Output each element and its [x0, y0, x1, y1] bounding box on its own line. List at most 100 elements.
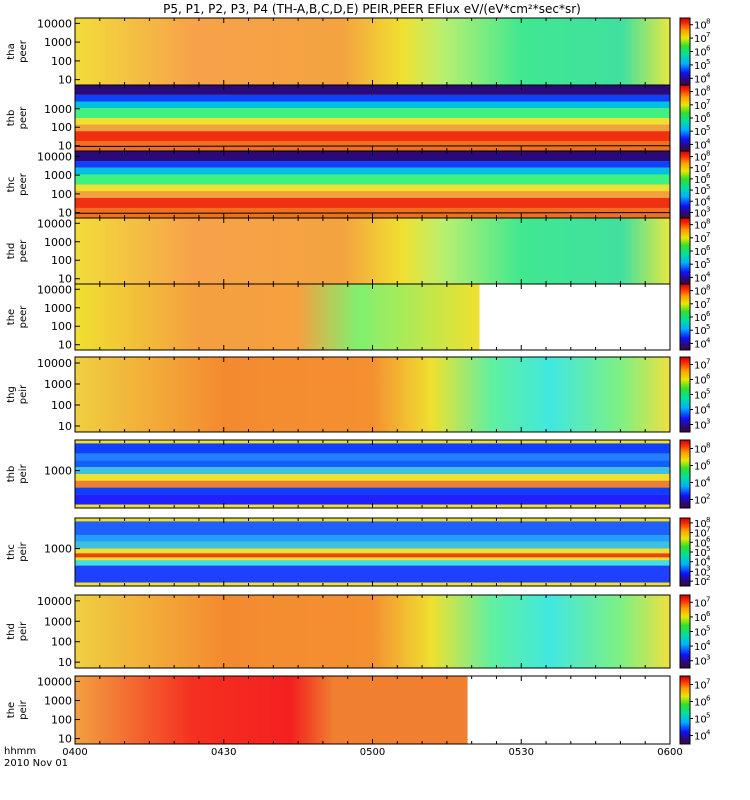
spectrogram-band — [75, 560, 670, 566]
colorbar-tick-label: 10 — [694, 48, 707, 59]
colorbar-tick-exponent: 3 — [706, 564, 710, 572]
y-tick-label: 10 — [58, 273, 72, 286]
spectrogram-band — [75, 535, 670, 542]
spectrogram-band — [75, 94, 670, 102]
colorbar-tick-label: 10 — [694, 519, 707, 530]
colorbar-tick-label: 10 — [694, 577, 707, 588]
y-tick-label: 1000 — [44, 36, 72, 49]
colorbar-tick-exponent: 8 — [706, 150, 710, 158]
colorbar-tick-exponent: 7 — [706, 297, 710, 305]
colorbar-tick-exponent: 4 — [706, 71, 711, 79]
colorbar-tick-exponent: 7 — [706, 358, 710, 366]
colorbar-tick-label: 10 — [694, 34, 707, 45]
spectrogram-band — [75, 460, 670, 468]
colorbar-tick-exponent: 7 — [706, 231, 710, 239]
y-tick-label: 1000 — [44, 615, 72, 628]
spectrogram-band — [75, 494, 670, 505]
colorbar — [679, 356, 691, 433]
colorbar-tick-exponent: 2 — [706, 493, 710, 501]
colorbar-tick-label: 10 — [694, 164, 707, 175]
y-tick-label: 10 — [58, 420, 72, 433]
colorbar-tick-label: 10 — [694, 657, 707, 668]
colorbar-tick-label: 10 — [694, 391, 707, 402]
colorbar-tick-exponent: 5 — [706, 124, 710, 132]
spectrogram-band — [75, 467, 670, 474]
colorbar-tick-label: 10 — [694, 140, 707, 151]
panel-probe-label: thd — [6, 243, 17, 260]
y-tick-label: 1000 — [44, 465, 72, 478]
colorbar-tick-exponent: 8 — [706, 442, 710, 450]
panel-type-label: peer — [18, 172, 29, 196]
colorbar-tick-label: 10 — [694, 567, 707, 578]
y-tick-label: 10000 — [37, 217, 72, 230]
x-axis-label: hhmm — [4, 746, 36, 757]
colorbar — [679, 84, 691, 152]
y-tick-label: 1000 — [44, 378, 72, 391]
colorbar — [679, 594, 691, 669]
colorbar-tick-label: 10 — [694, 445, 707, 456]
colorbar-tick-exponent: 6 — [706, 310, 711, 318]
colorbar-tick-label: 10 — [694, 247, 707, 258]
colorbar-tick-label: 10 — [694, 153, 707, 164]
spectrogram-band — [75, 151, 670, 162]
colorbar-tick-exponent: 5 — [706, 257, 710, 265]
y-tick-label: 100 — [51, 636, 72, 649]
colorbar-tick-exponent: 8 — [706, 18, 710, 26]
colorbar-tick-label: 10 — [694, 260, 707, 271]
colorbar-tick-label: 10 — [694, 406, 707, 417]
x-axis-date: 2010 Nov 01 — [4, 758, 68, 769]
colorbar-tick-label: 10 — [694, 21, 707, 32]
spectrogram-fill — [75, 676, 468, 744]
y-tick-label: 1000 — [44, 169, 72, 182]
colorbar-tick-exponent: 5 — [706, 712, 710, 720]
y-tick-label: 10 — [58, 656, 72, 669]
spectrogram-band — [75, 453, 670, 461]
panel-type-label: peir — [18, 384, 29, 404]
colorbar-tick-exponent: 6 — [706, 172, 711, 180]
colorbar — [679, 283, 691, 351]
colorbar-tick-label: 10 — [694, 529, 707, 540]
colorbar-tick-label: 10 — [694, 558, 707, 569]
colorbar-tick-exponent: 8 — [706, 85, 710, 93]
spectrogram-band — [75, 553, 670, 558]
colorbar-tick-label: 10 — [694, 88, 707, 99]
y-tick-label: 10000 — [37, 675, 72, 688]
panel-type-label: peir — [18, 621, 29, 641]
panel-type-label: peir — [18, 463, 29, 483]
colorbar-tick-exponent: 3 — [706, 418, 710, 426]
colorbar-tick-label: 10 — [694, 698, 707, 709]
y-tick-label: 1000 — [44, 302, 72, 315]
spectrogram-band — [75, 197, 670, 208]
colorbar-tick-exponent: 6 — [706, 244, 711, 252]
y-tick-label: 100 — [51, 254, 72, 267]
panel-probe-label: the — [6, 309, 17, 325]
colorbar-tick-label: 10 — [694, 61, 707, 72]
colorbar-tick-label: 10 — [694, 376, 707, 387]
x-tick-label: 0430 — [211, 747, 236, 758]
colorbar-tick-label: 10 — [694, 681, 707, 692]
x-tick-label: 0400 — [62, 747, 87, 758]
panel-probe-label: thd — [6, 623, 17, 640]
y-tick-label: 10000 — [37, 283, 72, 296]
colorbar-tick-exponent: 5 — [706, 545, 710, 553]
spectrogram-band — [75, 480, 670, 488]
y-tick-label: 1000 — [44, 694, 72, 707]
spectrogram-band — [75, 131, 670, 142]
spectrogram-band — [75, 565, 670, 583]
colorbar-tick-label: 10 — [694, 101, 707, 112]
colorbar-tick-label: 10 — [694, 361, 707, 372]
y-tick-label: 100 — [51, 399, 72, 412]
colorbar-tick-label: 10 — [694, 300, 707, 311]
colorbar — [679, 517, 691, 587]
colorbar-tick-exponent: 5 — [706, 388, 710, 396]
colorbar-tick-label: 10 — [694, 715, 707, 726]
spectrogram-band — [75, 443, 670, 454]
colorbar-tick-exponent: 7 — [706, 98, 710, 106]
y-tick-label: 100 — [51, 188, 72, 201]
